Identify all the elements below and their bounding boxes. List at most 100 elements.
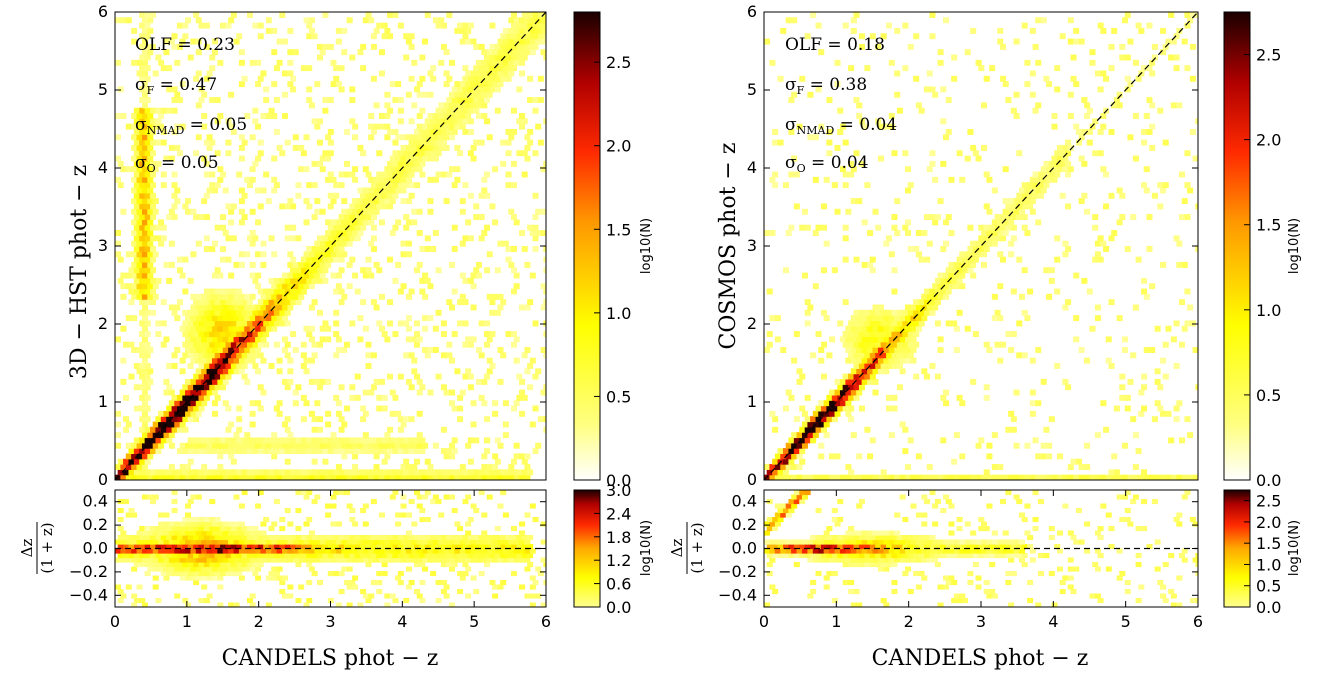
left-residual-hexbin [389, 557, 396, 563]
right-main-hexbin [888, 123, 895, 130]
right-residual-hexbin [837, 553, 844, 559]
left-main-hexbin [354, 394, 361, 401]
right-main-hexbin [915, 102, 922, 109]
left-residual-hexbin [427, 539, 434, 545]
left-residual-hexbin [370, 553, 377, 559]
right-main-hexbin [1111, 453, 1118, 460]
left-main-hexbin [195, 102, 202, 109]
left-main-hexbin [335, 251, 342, 258]
right-residual-hexbin [899, 548, 906, 554]
left-main-hexbin [314, 400, 321, 407]
left-main-hexbin [362, 442, 369, 449]
left-main-hexbin [185, 474, 192, 480]
left-main-hexbin [341, 421, 348, 428]
left-main-hexbin [176, 405, 183, 412]
right-main-hexbin [894, 315, 901, 322]
right-residual-hexbin [774, 548, 781, 554]
left-residual-hexbin [171, 562, 178, 568]
left-main-hexbin [484, 86, 491, 93]
left-main-hexbin [462, 118, 469, 125]
right-main-hexbin [1065, 139, 1072, 146]
left-main-hexbin [306, 65, 313, 72]
right-main-hexbin [818, 442, 825, 449]
left-main-hexbin [166, 107, 173, 114]
left-residual-hexbin [300, 544, 307, 550]
left-main-hexbin [249, 134, 256, 141]
left-residual-hexbin [163, 530, 170, 536]
left-main-hexbin [255, 442, 262, 449]
left-main-hexbin [203, 192, 210, 199]
left-main-hexbin [389, 389, 396, 396]
left-residual-cbtick-label: 1.8 [606, 528, 631, 547]
left-main-hexbin [416, 474, 423, 480]
left-residual-hexbin [311, 544, 318, 550]
left-main-hexbin [449, 59, 456, 66]
right-main-hexbin [1040, 442, 1047, 449]
left-main-hexbin [308, 336, 315, 343]
left-residual-hexbin [314, 548, 321, 554]
right-residual-hexbin [1067, 557, 1074, 563]
left-main-hexbin [519, 49, 526, 56]
right-main-hexbin [991, 432, 998, 439]
left-residual-hexbin [193, 553, 200, 559]
right-main-hexbin [886, 363, 893, 369]
right-main-hexbin [894, 357, 901, 364]
left-main-hexbin [182, 288, 189, 295]
left-main-hexbin [206, 325, 213, 332]
left-residual-hexbin [494, 553, 501, 559]
left-main-hexbin [257, 299, 264, 306]
left-main-hexbin [405, 155, 412, 162]
left-main-hexbin [209, 331, 216, 338]
right-main-hexbin [799, 437, 806, 444]
left-main-cbtick-label: 0.5 [606, 387, 631, 406]
right-main-hexbin [1189, 320, 1196, 327]
left-main-hexbin [150, 469, 157, 476]
left-main-hexbin [325, 219, 332, 226]
right-main-hexbin [1073, 474, 1080, 480]
left-residual-hexbin [206, 530, 213, 536]
left-main-hexbin [500, 75, 507, 82]
right-residual-hexbin [886, 553, 893, 559]
left-main-hexbin [333, 320, 340, 327]
left-main-hexbin [141, 261, 148, 268]
right-main-hexbin [810, 426, 817, 433]
left-main-hexbin [214, 469, 221, 476]
left-main-hexbin [144, 33, 151, 40]
right-residual-hexbin [953, 548, 960, 554]
left-main-hexbin [405, 134, 412, 141]
left-main-hexbin [131, 123, 138, 130]
right-main-hexbin [850, 17, 857, 24]
left-main-hexbin [513, 453, 520, 460]
left-main-hexbin [271, 81, 278, 88]
left-residual-hexbin [225, 544, 232, 550]
right-residual-hexbin [962, 553, 969, 559]
right-main-hexbin [815, 331, 822, 338]
left-residual-hexbin [141, 539, 148, 545]
left-main-hexbin [473, 43, 480, 50]
left-main-hexbin [346, 240, 353, 247]
left-residual-hexbin [230, 535, 237, 541]
left-main-hexbin [303, 325, 310, 332]
left-main-hexbin [244, 251, 251, 258]
left-main-hexbin [225, 437, 232, 444]
right-main-hexbin [1016, 352, 1023, 359]
left-main-hexbin [457, 320, 464, 327]
right-main-hexbin [1100, 400, 1107, 407]
right-main-hexbin [910, 304, 917, 311]
left-main-hexbin [403, 33, 410, 40]
left-main-hexbin [193, 448, 200, 455]
left-main-hexbin [319, 49, 326, 56]
left-main-hexbin [419, 277, 426, 284]
left-main-hexbin [203, 171, 210, 178]
left-main-hexbin [535, 368, 542, 375]
left-main-hexbin [524, 464, 531, 470]
left-residual-hexbin [222, 539, 229, 545]
left-main-hexbin [203, 448, 210, 455]
left-residual-hexbin [147, 494, 154, 500]
right-main-hexbin [1065, 246, 1072, 252]
right-main-hexbin [766, 469, 773, 476]
right-main-hexbin [972, 331, 979, 338]
left-main-hexbin [505, 43, 512, 50]
left-residual-hexbin [405, 512, 412, 518]
left-main-hexbin [475, 474, 482, 480]
